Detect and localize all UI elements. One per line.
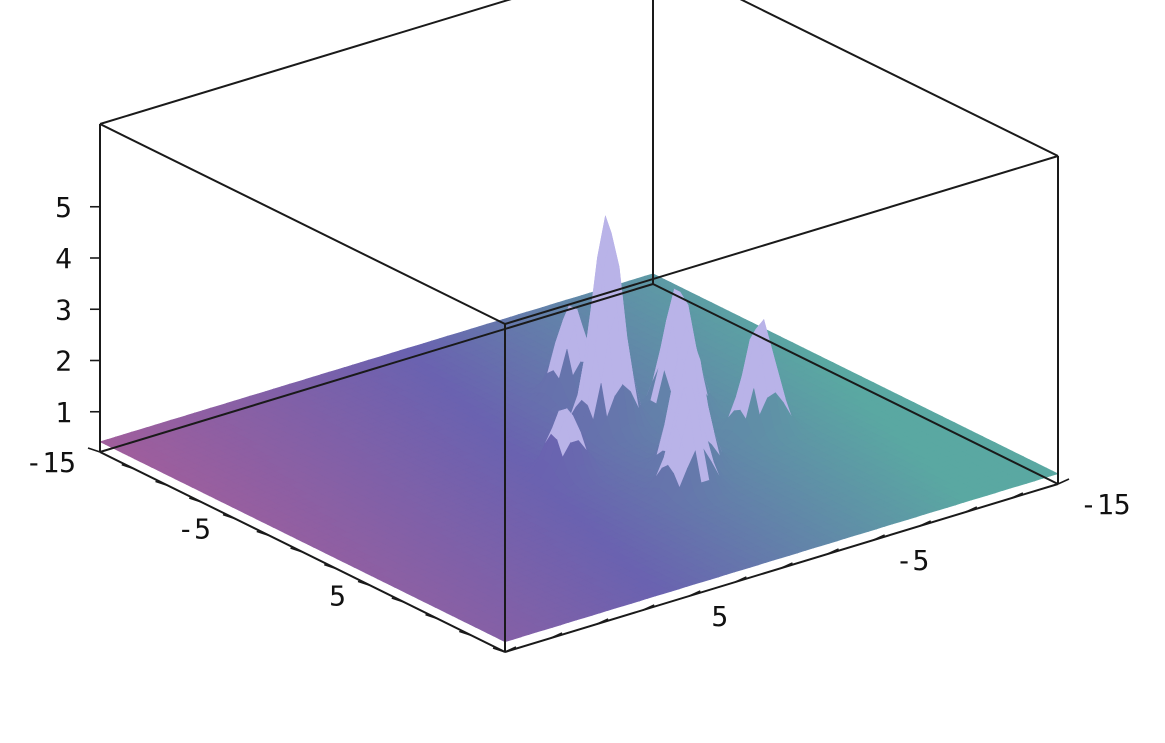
surface	[99, 215, 1059, 643]
box-edge	[99, 0, 512, 125]
z-tick-label: 3	[55, 293, 72, 326]
y-tick-label: 5	[711, 600, 728, 633]
z-tick-label: 5	[55, 191, 72, 224]
box-edge	[99, 123, 506, 325]
box-edge	[504, 155, 1059, 325]
x-tick-label: 5	[329, 579, 346, 612]
z-tick-label: 2	[55, 345, 72, 378]
box-edge	[739, 0, 1059, 157]
y-tick-label: -5	[896, 544, 930, 577]
tick-mark	[1057, 478, 1070, 485]
x-tick-label: -5	[177, 513, 211, 546]
y-tick-label: -15	[1080, 488, 1131, 521]
tick-mark	[87, 447, 101, 453]
z-tick-label: 1	[55, 396, 72, 429]
z-tick-label: 4	[55, 242, 72, 275]
x-tick-label: -15	[25, 446, 76, 479]
